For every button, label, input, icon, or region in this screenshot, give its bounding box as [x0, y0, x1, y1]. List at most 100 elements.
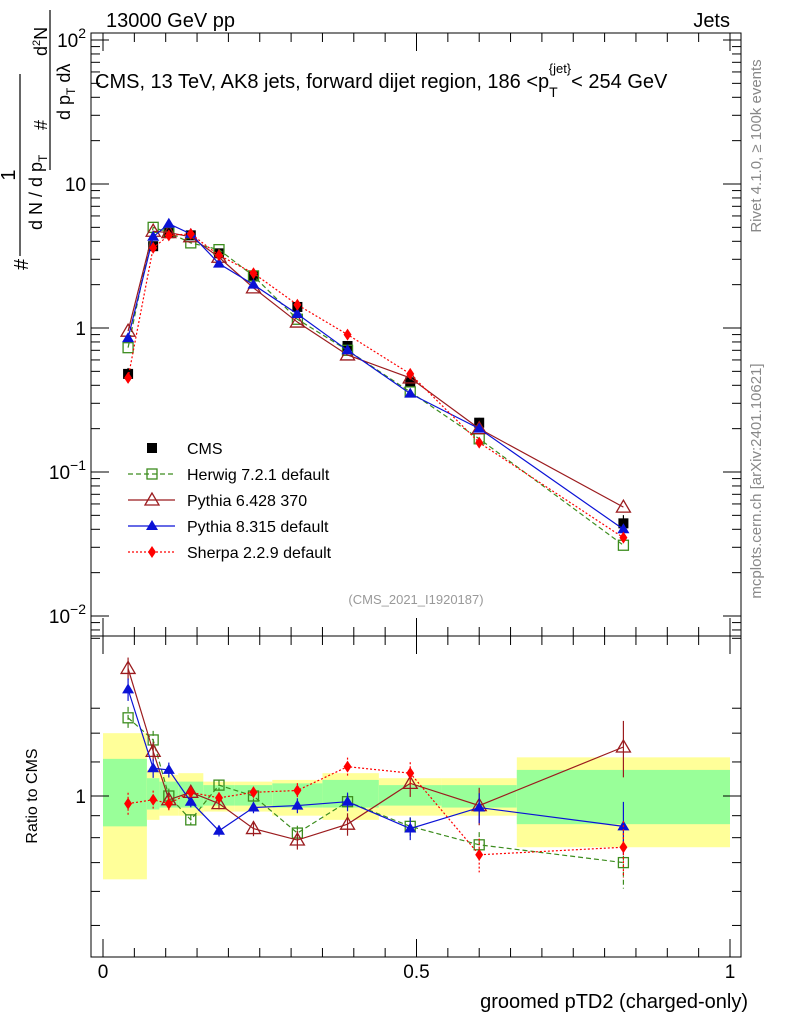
upper-point-herwig-7-2-1-default-0	[122, 342, 134, 354]
ratio-uncertainty-bands	[103, 733, 730, 880]
y-label-hash-1: #	[11, 258, 33, 270]
rivet-version: Rivet 4.1.0, ≥ 100k events	[748, 59, 765, 232]
legend-label-sherpa-2-2-9-default: Sherpa 2.2.9 default	[187, 545, 332, 562]
y-label-denominator-1: d N / d pT	[26, 154, 50, 230]
ratio-point-pythia-6-428-370-4	[210, 795, 228, 810]
ratio-point-pythia-8-315-default-1	[147, 762, 160, 773]
upper-point-pythia-6-428-370-6	[289, 313, 306, 328]
y-label-numerator-2: #	[31, 120, 51, 130]
header-right: Jets	[693, 10, 730, 32]
upper-point-pythia-8-315-default-7	[341, 344, 354, 355]
ratio-point-sherpa-2-2-9-default-6	[293, 784, 302, 797]
y-tick-base: 10	[65, 175, 86, 196]
ratio-line-herwig-7-2-1-default	[127, 717, 624, 864]
ratio-series	[119, 657, 632, 889]
y-tick-label-0: 102	[57, 25, 86, 52]
ratio-point-pythia-8-315-default-9	[473, 801, 486, 812]
upper-point-sherpa-2-2-9-default-3	[186, 227, 195, 240]
y-tick-label-3: 10−1	[49, 457, 86, 484]
legend-marker-pythia-6-428-370	[143, 491, 161, 506]
ratio-point-pythia-6-428-370-8	[402, 775, 419, 790]
analysis-id: (CMS_2021_I1920187)	[348, 592, 483, 607]
y-tick-label-4: 10−2	[49, 601, 86, 628]
legend-marker-cms	[147, 443, 157, 453]
x-tick-label-1: 0.5	[403, 962, 429, 983]
upper-point-pythia-6-428-370-10	[615, 498, 632, 513]
ratio-point-pythia-6-428-370-5	[245, 820, 262, 835]
y-tick-exponent: −1	[70, 457, 86, 473]
x-tick-label-2: 1	[725, 962, 736, 983]
ratio-axis-ticks: 0 0.5 1 1	[75, 636, 741, 983]
upper-series	[119, 217, 632, 551]
ratio-point-pythia-6-428-370-10	[615, 738, 632, 753]
ratio-point-sherpa-2-2-9-default-9	[475, 848, 484, 861]
chart-title-sub: T	[549, 84, 558, 100]
ratio-point-pythia-6-428-370-1	[145, 743, 162, 758]
legend-label-pythia-8-315-default: Pythia 8.315 default	[187, 519, 329, 536]
chart-title-tail: < 254 GeV	[571, 71, 668, 93]
ratio-point-herwig-7-2-1-default-3	[185, 814, 197, 826]
chart-title: CMS, 13 TeV, AK8 jets, forward dijet reg…	[95, 61, 668, 100]
x-axis-label: groomed pTD2 (charged-only)	[480, 991, 748, 1013]
ratio-point-pythia-6-428-370-7	[339, 815, 356, 830]
upper-point-pythia-8-315-default-10	[617, 523, 630, 534]
ratio-point-sherpa-2-2-9-default-4	[214, 791, 223, 804]
upper-point-pythia-6-428-370-9	[471, 420, 488, 435]
ratio-y-tick-label-0: 1	[75, 787, 86, 808]
upper-point-sherpa-2-2-9-default-1	[149, 241, 158, 254]
y-label-numerator-3: d2N	[31, 27, 51, 56]
ratio-point-sherpa-2-2-9-default-2	[164, 797, 173, 810]
legend: CMS Herwig 7.2.1 default Pythia 6.428 370 P…	[128, 441, 332, 562]
upper-point-sherpa-2-2-9-default-10	[619, 531, 628, 544]
upper-point-pythia-8-315-default-8	[404, 387, 417, 398]
ratio-point-pythia-8-315-default-0	[122, 683, 135, 694]
upper-point-sherpa-2-2-9-default-4	[214, 249, 223, 262]
upper-point-pythia-8-315-default-5	[247, 278, 260, 289]
ratio-point-pythia-8-315-default-7	[341, 795, 354, 806]
ratio-point-pythia-6-428-370-6	[289, 831, 306, 846]
upper-point-pythia-8-315-default-6	[291, 308, 304, 319]
y-tick-base: 10	[49, 607, 70, 628]
legend-label-herwig-7-2-1-default: Herwig 7.2.1 default	[187, 467, 330, 484]
y-tick-exponent: −2	[70, 601, 86, 617]
ratio-point-herwig-7-2-1-default-4	[213, 779, 225, 791]
y-tick-exponent: 2	[78, 25, 86, 41]
upper-point-pythia-8-315-default-9	[473, 422, 486, 433]
y-tick-base: 10	[57, 31, 78, 52]
ratio-point-pythia-6-428-370-0	[119, 660, 137, 675]
ratio-point-sherpa-2-2-9-default-3	[186, 786, 195, 799]
y-tick-base: 10	[49, 463, 70, 484]
legend-label-cms: CMS	[187, 441, 223, 458]
ratio-point-sherpa-2-2-9-default-7	[343, 760, 352, 773]
ratio-y-label: Ratio to CMS	[24, 748, 41, 843]
ratio-point-sherpa-2-2-9-default-5	[249, 786, 258, 799]
upper-point-sherpa-2-2-9-default-6	[293, 298, 302, 311]
legend-marker-herwig-7-2-1-default	[146, 468, 158, 480]
upper-point-pythia-8-315-default-2	[162, 217, 175, 228]
ratio-point-sherpa-2-2-9-default-8	[406, 767, 415, 780]
ratio-point-pythia-8-315-default-6	[291, 799, 304, 810]
chart-title-sup: {jet}	[549, 61, 572, 76]
upper-point-sherpa-2-2-9-default-7	[343, 328, 352, 341]
ratio-point-sherpa-2-2-9-default-10	[619, 841, 628, 854]
legend-marker-pythia-8-315-default	[146, 520, 158, 530]
upper-point-pythia-8-315-default-4	[212, 257, 225, 268]
ratio-point-pythia-8-315-default-3	[184, 795, 197, 806]
legend-label-pythia-6-428-370: Pythia 6.428 370	[187, 493, 307, 510]
band-stat-0	[103, 758, 147, 827]
y-label-denominator-2: d pT dλ	[54, 64, 78, 120]
ratio-point-pythia-8-315-default-5	[247, 801, 260, 812]
legend-marker-sherpa-2-2-9-default	[148, 546, 156, 558]
upper-point-pythia-8-315-default-0	[122, 332, 135, 343]
upper-point-cms-8	[405, 377, 416, 388]
upper-point-pythia-6-428-370-8	[402, 369, 419, 384]
chart-title-main: CMS, 13 TeV, AK8 jets, forward dijet reg…	[95, 71, 549, 93]
x-tick-label-0: 0	[98, 962, 109, 983]
ratio-point-pythia-8-315-default-4	[212, 824, 225, 835]
upper-point-sherpa-2-2-9-default-5	[249, 267, 258, 280]
upper-point-sherpa-2-2-9-default-0	[124, 371, 133, 384]
upper-point-sherpa-2-2-9-default-2	[164, 229, 173, 242]
ratio-point-pythia-8-315-default-8	[404, 822, 417, 833]
